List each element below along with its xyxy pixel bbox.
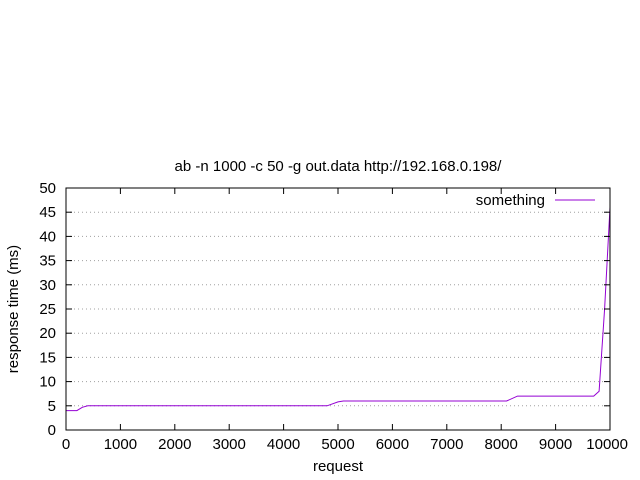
chart-title: ab -n 1000 -c 50 -g out.data http://192.… <box>175 158 503 175</box>
x-tick-label: 7000 <box>430 436 463 453</box>
x-tick-label: 2000 <box>158 436 191 453</box>
y-tick-label: 15 <box>39 349 56 366</box>
x-tick-label: 4000 <box>267 436 300 453</box>
y-axis-label: response time (ms) <box>5 245 22 373</box>
x-tick-label: 10000 <box>586 436 628 453</box>
y-tick-label: 20 <box>39 325 56 342</box>
y-tick-label: 0 <box>48 422 56 439</box>
y-tick-label: 30 <box>39 277 56 294</box>
x-tick-label: 3000 <box>213 436 246 453</box>
legend: something <box>476 192 595 209</box>
series-layer <box>66 207 611 412</box>
x-tick-label: 5000 <box>321 436 354 453</box>
y-tick-label: 40 <box>39 228 56 245</box>
y-tick-label: 5 <box>48 398 56 415</box>
x-tick-label: 8000 <box>485 436 518 453</box>
x-tick-label: 1000 <box>104 436 137 453</box>
x-axis-label: request <box>313 458 364 475</box>
x-tick-label: 0 <box>62 436 70 453</box>
x-tick-label: 6000 <box>376 436 409 453</box>
legend-label: something <box>476 192 545 209</box>
x-tick-label: 9000 <box>539 436 572 453</box>
y-tick-label: 25 <box>39 301 56 318</box>
y-tick-label: 10 <box>39 374 56 391</box>
series-line <box>66 207 611 412</box>
y-tick-label: 50 <box>39 180 56 197</box>
grid-lines <box>66 211 610 407</box>
y-tick-label: 35 <box>39 253 56 270</box>
tick-layer: 0 5 10 15 20 25 30 35 40 45 50 0 1000 2000 3000 4000 500… <box>39 180 628 453</box>
y-tick-label: 45 <box>39 204 56 221</box>
